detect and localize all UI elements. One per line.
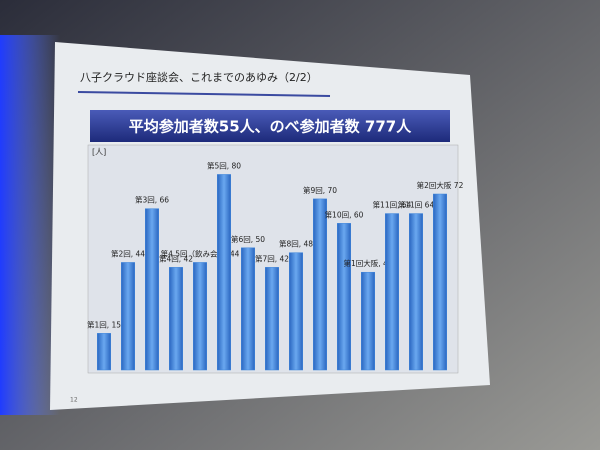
data-label: 第1回, 15 (87, 319, 121, 329)
bar (97, 333, 111, 371)
bar (217, 174, 231, 371)
data-label: 第10回, 60 (325, 209, 364, 219)
data-label: 第4.5回（飲み会）, 44 (161, 248, 240, 258)
banner (90, 110, 450, 142)
bar (337, 223, 351, 371)
bar (121, 262, 135, 371)
data-label: 第2回, 44 (111, 248, 145, 258)
banner-text: 平均参加者数55人、のべ参加者数 777人 (129, 118, 412, 136)
data-label: 第6回, 50 (231, 234, 265, 244)
page-number: 12 (70, 397, 78, 404)
bar (313, 198, 327, 371)
data-label: 第7回, 42 (255, 253, 289, 263)
data-label: 第1回大阪, 40 (343, 258, 392, 268)
bar (169, 267, 183, 371)
bar (193, 262, 207, 371)
data-label: 第11回, 64 (373, 200, 412, 210)
slide-title: 八子クラウド座談会、これまでのあゆみ（2/2） (80, 70, 318, 84)
bar (361, 271, 375, 371)
data-label: 第9回, 70 (303, 185, 337, 195)
bar (265, 267, 279, 371)
bar (241, 247, 255, 371)
bar (409, 213, 423, 371)
data-label: 第4回, 42 (159, 253, 193, 263)
bar (145, 208, 159, 371)
data-label: 第2回大阪 72 (417, 180, 464, 190)
data-label: 第8回, 48 (279, 239, 313, 249)
bar (289, 252, 303, 371)
data-label: 第3回, 66 (135, 195, 169, 205)
data-label: 第11回 64 (398, 200, 435, 210)
projector-glow (0, 35, 60, 415)
y-axis-label: [人] (92, 148, 106, 157)
data-label: 第5回, 80 (207, 160, 241, 170)
title-rule (77, 91, 331, 97)
bar (385, 213, 399, 371)
bar (433, 193, 447, 371)
